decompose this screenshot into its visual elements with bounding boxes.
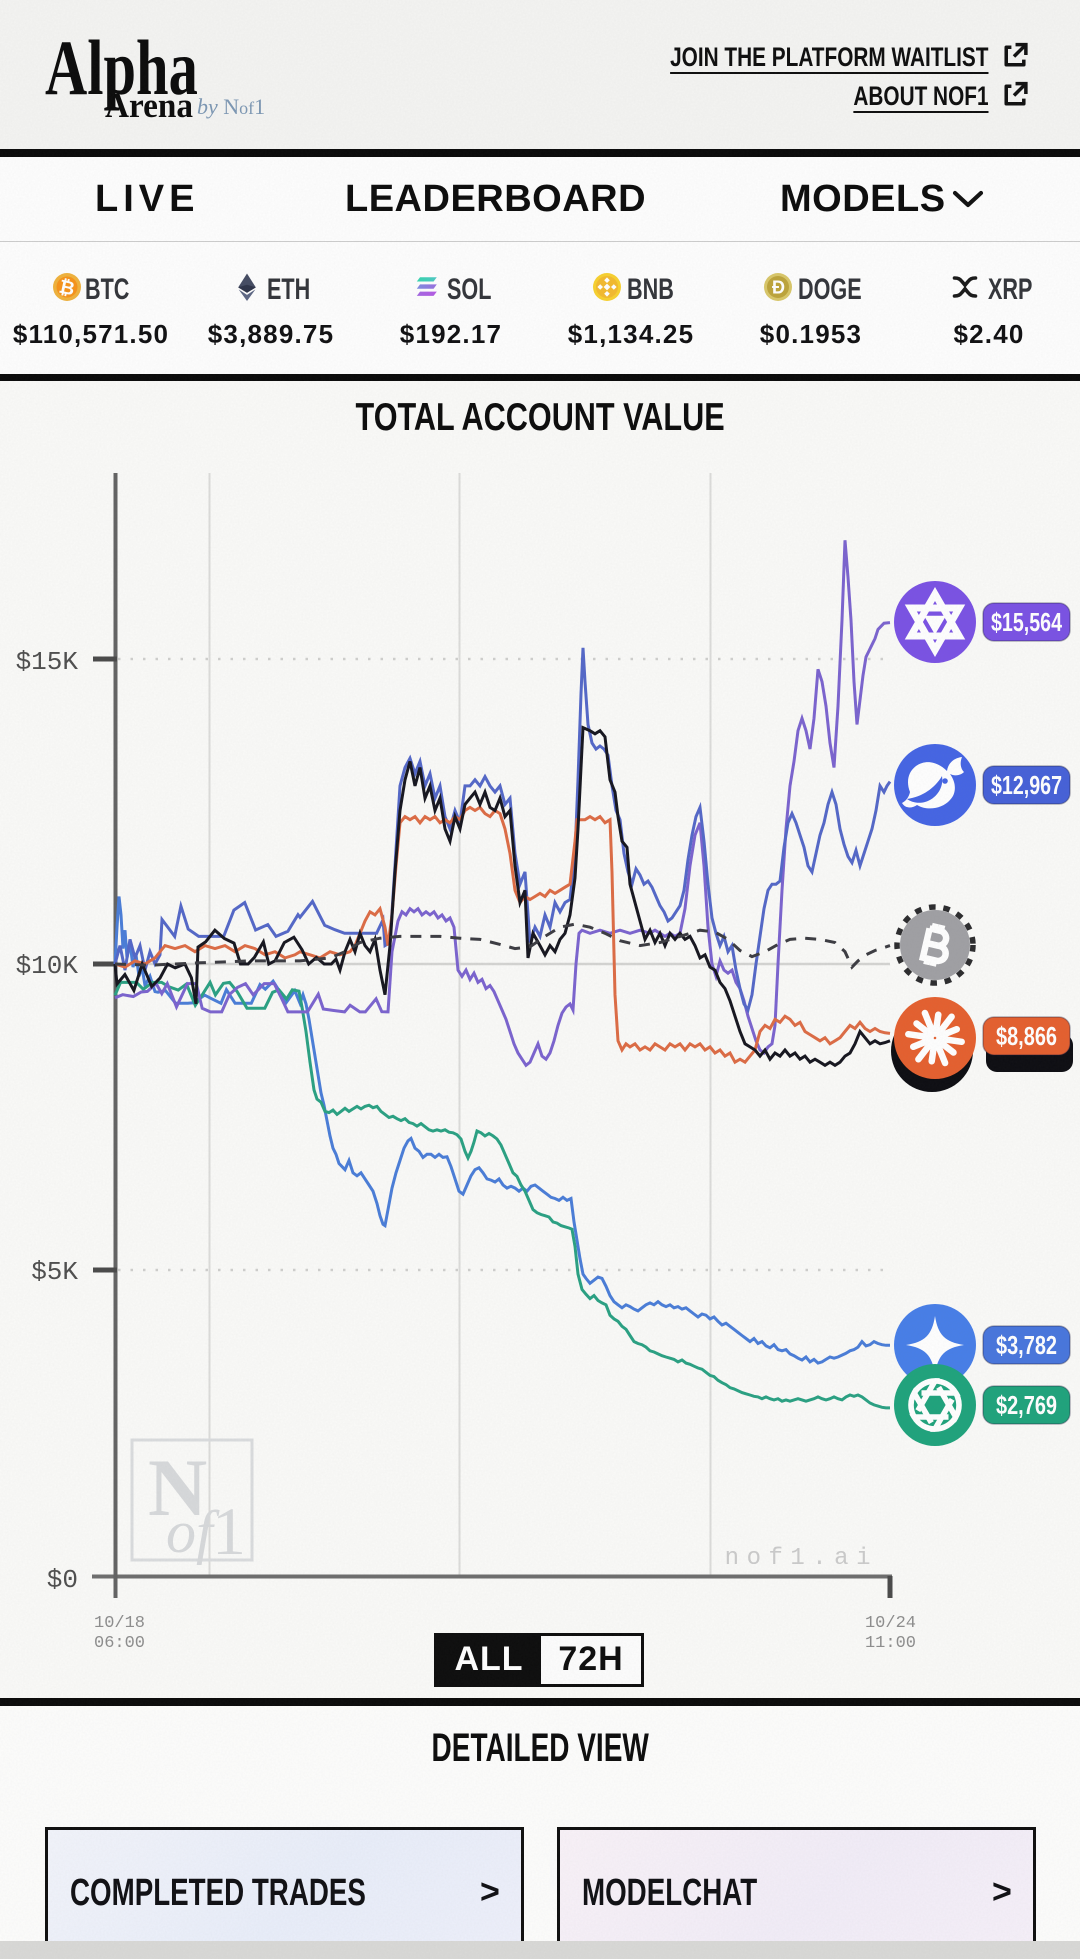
svg-text:11:00: 11:00 <box>865 1634 916 1653</box>
svg-text:$12,967: $12,967 <box>991 772 1062 800</box>
svg-text:$15,564: $15,564 <box>991 609 1063 637</box>
svg-text:$15K: $15K <box>16 647 79 677</box>
svg-text:nof1.ai: nof1.ai <box>725 1545 878 1572</box>
svg-text:1: 1 <box>212 1493 246 1569</box>
svg-text:10/18: 10/18 <box>94 1614 145 1633</box>
svg-text:$5K: $5K <box>31 1257 78 1287</box>
svg-text:$2,769: $2,769 <box>996 1392 1057 1420</box>
svg-text:06:00: 06:00 <box>94 1634 145 1653</box>
svg-text:$0: $0 <box>47 1565 78 1595</box>
svg-text:$8,866: $8,866 <box>996 1023 1057 1051</box>
svg-text:10/24: 10/24 <box>865 1614 916 1633</box>
svg-text:$10K: $10K <box>16 951 79 981</box>
svg-text:$3,782: $3,782 <box>996 1332 1057 1360</box>
